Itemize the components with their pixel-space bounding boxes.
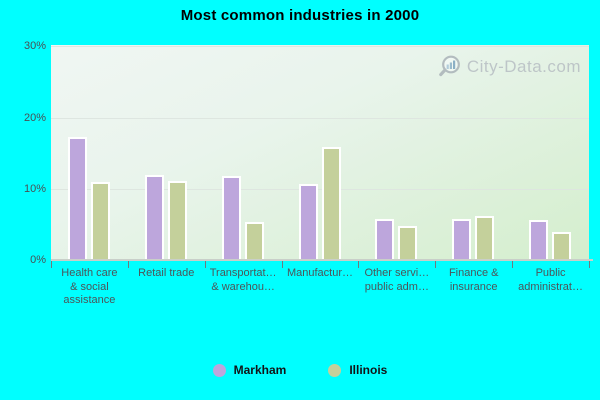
x-category-label-2: Transportat… & warehou… [210, 267, 277, 294]
legend-item-illinois: Illinois [328, 363, 387, 377]
x-axis-line [51, 259, 593, 261]
watermark: City-Data.com [439, 54, 581, 80]
x-category-label-0: Health care & social assistance [61, 267, 117, 308]
bar-markham-0 [68, 137, 87, 260]
gridline-10% [51, 188, 589, 190]
x-category-label-line: insurance [449, 280, 498, 293]
x-category-label-line: Finance & [448, 267, 499, 279]
x-tick-mark [205, 261, 206, 268]
bar-markham-1 [145, 175, 164, 260]
x-category-label-3: Manufactur… [287, 267, 353, 281]
x-category-label-1: Retail trade [138, 267, 194, 281]
bar-illinois-3 [322, 147, 341, 260]
x-tick-mark [282, 261, 283, 268]
bar-markham-3 [299, 184, 318, 260]
bar-illinois-1 [168, 181, 187, 260]
bar-markham-5 [452, 219, 471, 260]
bar-illinois-0 [91, 182, 110, 260]
x-tick-mark [51, 261, 52, 268]
legend-swatch-markham [212, 363, 226, 377]
x-tick-mark [128, 261, 129, 268]
x-category-label-line: Public [535, 267, 566, 279]
legend-label-illinois: Illinois [349, 363, 388, 377]
bar-markham-4 [375, 219, 394, 260]
bar-illinois-4 [398, 226, 417, 260]
magnifier-chart-icon [439, 55, 460, 77]
bar-illinois-5 [475, 216, 494, 260]
legend: Markham Illinois [0, 363, 600, 377]
bar-illinois-6 [552, 232, 571, 260]
x-category-label-line: & warehou… [211, 280, 275, 293]
x-category-label-6: Public administrat… [518, 267, 583, 294]
x-tick-mark [589, 261, 590, 268]
x-tick-mark [435, 261, 436, 268]
legend-swatch-illinois [328, 363, 342, 377]
x-category-label-line: Manufactur… [286, 267, 354, 279]
y-tick-label-10%: 10% [23, 182, 46, 195]
legend-label-markham: Markham [233, 363, 287, 377]
x-category-label-line: Retail trade [138, 267, 195, 279]
x-tick-mark [512, 261, 513, 268]
plot-area: City-Data.com [51, 45, 589, 260]
gridline-20% [51, 117, 589, 119]
y-tick-label-30%: 30% [23, 40, 46, 53]
y-tick-label-20%: 20% [23, 111, 46, 124]
watermark-text: City-Data.com [466, 57, 581, 76]
x-category-label-line: public adm… [364, 280, 429, 293]
x-tick-mark [358, 261, 359, 268]
x-category-label-line: assistance [63, 294, 116, 306]
bar-illinois-2 [245, 222, 264, 260]
x-category-label-line: Transportat… [209, 267, 277, 279]
x-category-label-line: administrat… [518, 280, 583, 293]
bar-markham-6 [529, 220, 548, 260]
x-category-label-4: Other servi… public adm… [364, 267, 429, 294]
x-category-label-5: Finance & insurance [449, 267, 499, 294]
y-tick-label-0%: 0% [30, 254, 46, 266]
chart-title: Most common industries in 2000 [180, 7, 420, 24]
bar-markham-2 [222, 176, 241, 260]
x-category-label-line: Health care [61, 267, 118, 279]
legend-item-markham: Markham [212, 363, 287, 377]
gridline-30% [51, 46, 589, 48]
x-category-label-line: & social [70, 280, 109, 293]
x-category-label-line: Other servi… [364, 267, 430, 279]
